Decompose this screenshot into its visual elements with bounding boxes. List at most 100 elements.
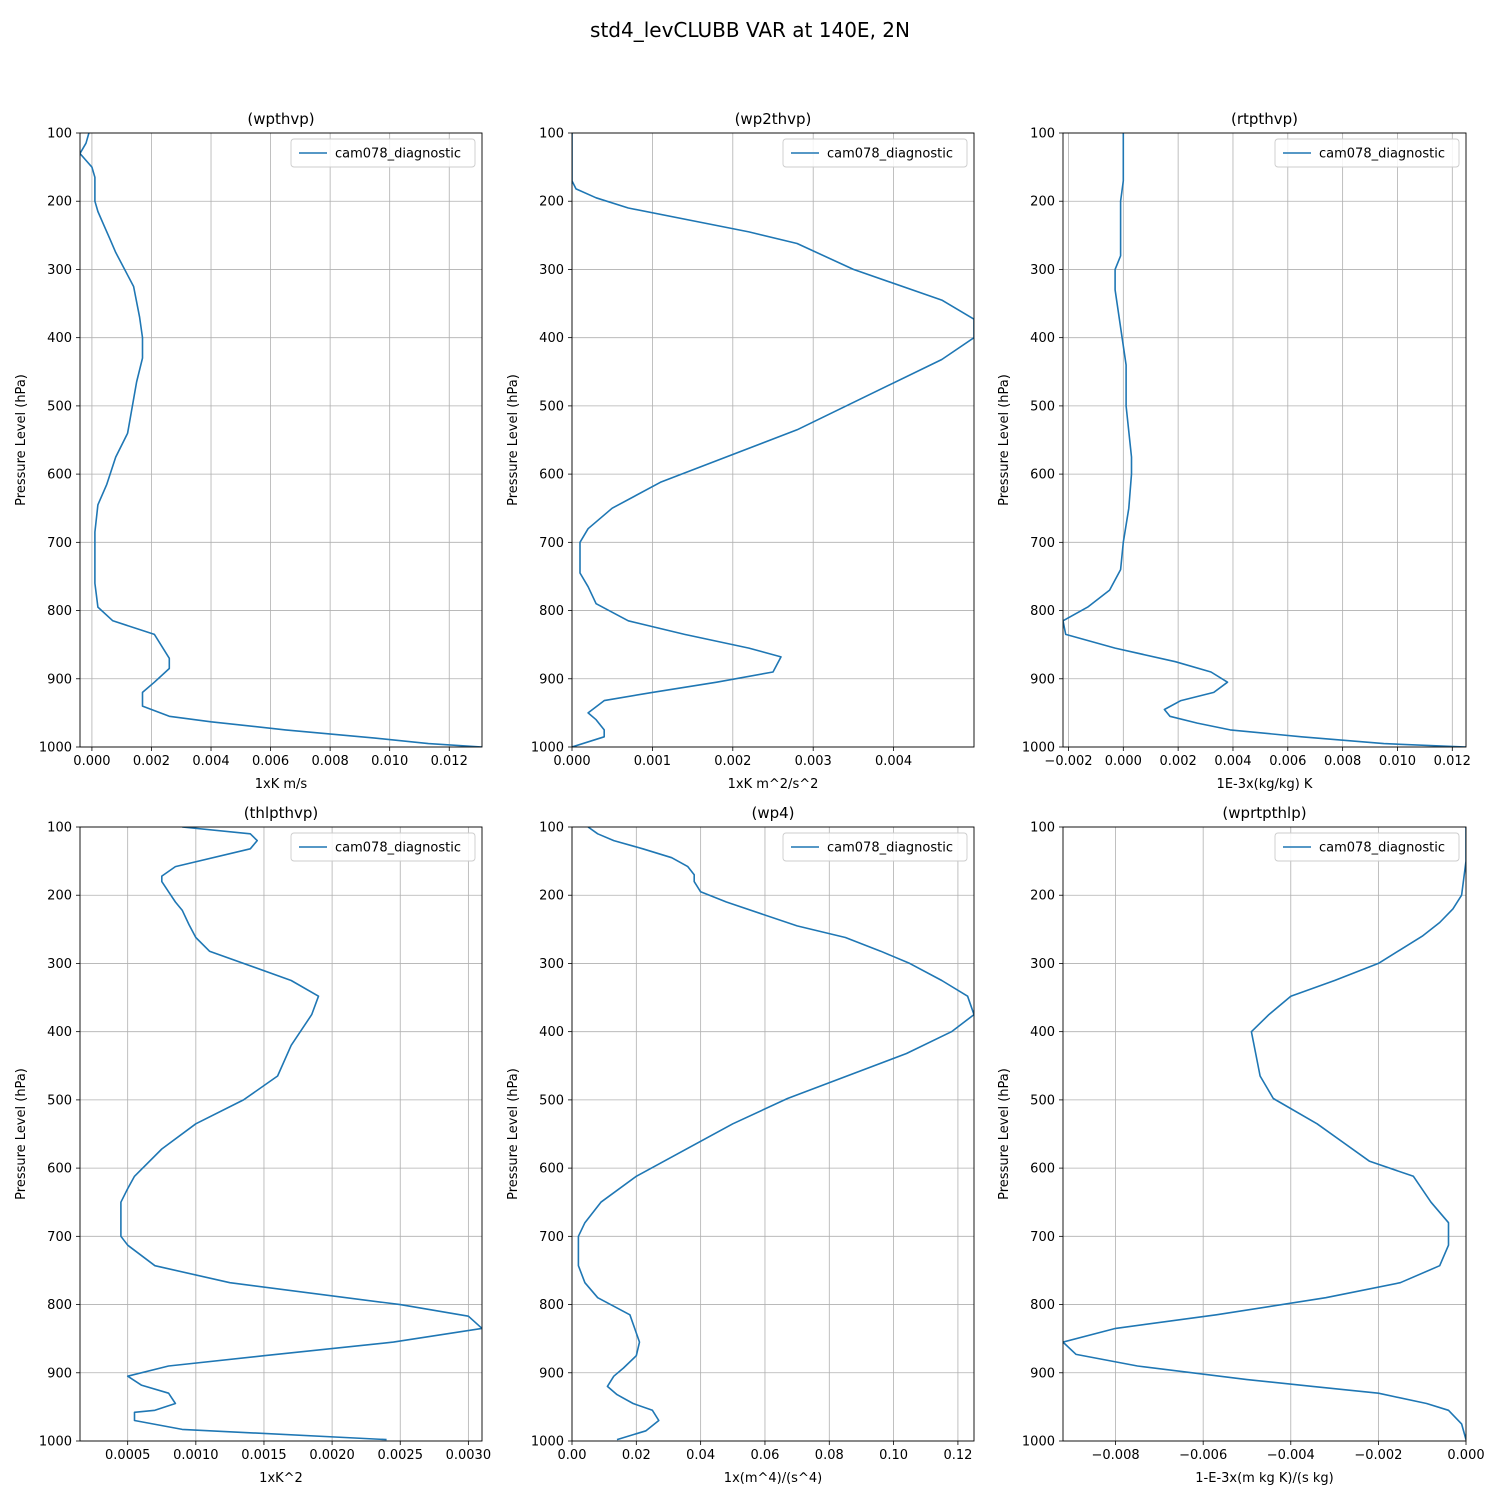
y-axis-label: Pressure Level (hPa) bbox=[14, 1068, 29, 1200]
x-tick-label: 0.0025 bbox=[377, 1448, 423, 1463]
x-axis-label: 1E-3x(kg/kg) K bbox=[1217, 777, 1313, 792]
x-tick-label: 0.06 bbox=[750, 1448, 779, 1463]
y-tick-label: 700 bbox=[47, 536, 72, 551]
y-tick-label: 400 bbox=[539, 331, 564, 346]
y-axis-label: Pressure Level (hPa) bbox=[14, 374, 29, 506]
series-line-0 bbox=[1063, 827, 1466, 1440]
x-tick-label: 0.04 bbox=[686, 1448, 715, 1463]
legend-box bbox=[290, 138, 476, 168]
panel-title: (rtpthvp) bbox=[1231, 110, 1298, 128]
y-tick-label: 500 bbox=[47, 1093, 72, 1108]
grid bbox=[1063, 132, 1466, 748]
y-tick-label: 300 bbox=[1030, 957, 1055, 972]
legend-box bbox=[1274, 138, 1460, 168]
y-tick-label: 800 bbox=[47, 1298, 72, 1313]
x-tick-label: 0.02 bbox=[622, 1448, 651, 1463]
x-tick-label: 0.08 bbox=[815, 1448, 844, 1463]
x-tick-label: 0.000 bbox=[73, 754, 110, 769]
panel-title: (wp2thvp) bbox=[735, 110, 812, 128]
panel-title: (wp4) bbox=[751, 804, 794, 822]
y-tick-label: 100 bbox=[47, 127, 72, 142]
y-tick-label: 1000 bbox=[39, 741, 72, 756]
legend: cam078_diagnostic bbox=[290, 138, 476, 168]
y-tick-label: 300 bbox=[47, 263, 72, 278]
x-tick-label: 0.000 bbox=[553, 754, 590, 769]
panel-1: 0.000 0.001 0.002 0.003 0.004 100 200 300 400 500… bbox=[506, 110, 975, 792]
axes-frame bbox=[79, 132, 483, 748]
series-line-0 bbox=[572, 133, 974, 747]
legend: cam078_diagnostic bbox=[1274, 832, 1460, 862]
y-tick-label: 400 bbox=[47, 331, 72, 346]
series-line-0 bbox=[577, 827, 974, 1441]
panel-0: 0.000 0.002 0.004 0.006 0.008 0.010 0.012 100 20… bbox=[14, 110, 483, 792]
y-tick-label: 400 bbox=[1030, 331, 1055, 346]
y-tick-label: 1000 bbox=[39, 1435, 72, 1450]
y-tick-label: 100 bbox=[47, 821, 72, 836]
series-line-0 bbox=[80, 133, 482, 747]
y-tick-label: 800 bbox=[47, 604, 72, 619]
x-tick-label: −0.006 bbox=[1179, 1448, 1227, 1463]
y-tick-label: 600 bbox=[47, 1162, 72, 1177]
x-tick-label: 0.004 bbox=[192, 754, 229, 769]
x-tick-label: 0.0020 bbox=[309, 1448, 355, 1463]
y-tick-label: 400 bbox=[47, 1025, 72, 1040]
legend-label: cam078_diagnostic bbox=[1319, 147, 1445, 162]
y-axis-label: Pressure Level (hPa) bbox=[506, 374, 521, 506]
y-tick-label: 500 bbox=[47, 399, 72, 414]
y-tick-label: 1000 bbox=[1022, 741, 1055, 756]
x-tick-label: 0.12 bbox=[943, 1448, 972, 1463]
x-tick-label: 0.001 bbox=[634, 754, 671, 769]
grid bbox=[1063, 826, 1467, 1442]
x-tick-label: −0.002 bbox=[1354, 1448, 1402, 1463]
x-tick-label: 0.002 bbox=[1160, 754, 1197, 769]
y-tick-label: 900 bbox=[539, 672, 564, 687]
x-tick-label: 0.002 bbox=[133, 754, 170, 769]
y-tick-label: 700 bbox=[1030, 1230, 1055, 1245]
y-tick-label: 600 bbox=[47, 468, 72, 483]
x-tick-label: 0.008 bbox=[312, 754, 349, 769]
x-axis-label: 1x(m^4)/(s^4) bbox=[724, 1471, 822, 1486]
y-axis-label: Pressure Level (hPa) bbox=[506, 1068, 521, 1200]
legend: cam078_diagnostic bbox=[782, 832, 968, 862]
x-tick-label: −0.004 bbox=[1267, 1448, 1315, 1463]
x-tick-label: 0.012 bbox=[431, 754, 468, 769]
legend-label: cam078_diagnostic bbox=[335, 841, 461, 856]
y-tick-label: 400 bbox=[1030, 1025, 1055, 1040]
y-tick-label: 500 bbox=[539, 399, 564, 414]
y-tick-label: 1000 bbox=[531, 741, 564, 756]
axes-frame bbox=[79, 826, 483, 1442]
x-tick-label: 0.010 bbox=[1379, 754, 1416, 769]
legend: cam078_diagnostic bbox=[290, 832, 476, 862]
y-tick-label: 600 bbox=[539, 1162, 564, 1177]
y-tick-label: 200 bbox=[1030, 195, 1055, 210]
panel-4: 0.00 0.02 0.04 0.06 0.08 0.10 0.12 100 200 300 400… bbox=[506, 804, 975, 1486]
y-tick-label: 400 bbox=[539, 1025, 564, 1040]
x-tick-label: 0.003 bbox=[795, 754, 832, 769]
x-tick-label: 0.000 bbox=[1447, 1448, 1484, 1463]
figure-title: std4_levCLUBB VAR at 140E, 2N bbox=[590, 18, 910, 42]
x-tick-label: 0.0030 bbox=[446, 1448, 492, 1463]
y-tick-label: 1000 bbox=[1022, 1435, 1055, 1450]
y-tick-label: 300 bbox=[539, 957, 564, 972]
x-tick-label: 0.0010 bbox=[173, 1448, 219, 1463]
y-tick-label: 800 bbox=[1030, 1298, 1055, 1313]
y-tick-label: 700 bbox=[1030, 536, 1055, 551]
grid bbox=[80, 826, 482, 1442]
axes-frame bbox=[1062, 826, 1467, 1442]
legend-label: cam078_diagnostic bbox=[827, 841, 953, 856]
x-axis-label: 1xK m/s bbox=[255, 777, 308, 792]
x-tick-label: 0.00 bbox=[558, 1448, 587, 1463]
y-tick-label: 900 bbox=[47, 672, 72, 687]
y-tick-label: 200 bbox=[539, 889, 564, 904]
y-tick-label: 300 bbox=[47, 957, 72, 972]
panel-title: (thlpthvp) bbox=[244, 804, 319, 822]
x-tick-label: 0.004 bbox=[875, 754, 912, 769]
y-tick-label: 200 bbox=[1030, 889, 1055, 904]
legend: cam078_diagnostic bbox=[1274, 138, 1460, 168]
axes-frame bbox=[571, 826, 975, 1442]
x-tick-label: −0.008 bbox=[1092, 1448, 1140, 1463]
y-tick-label: 100 bbox=[539, 127, 564, 142]
legend-box bbox=[290, 832, 476, 862]
legend-box bbox=[1274, 832, 1460, 862]
